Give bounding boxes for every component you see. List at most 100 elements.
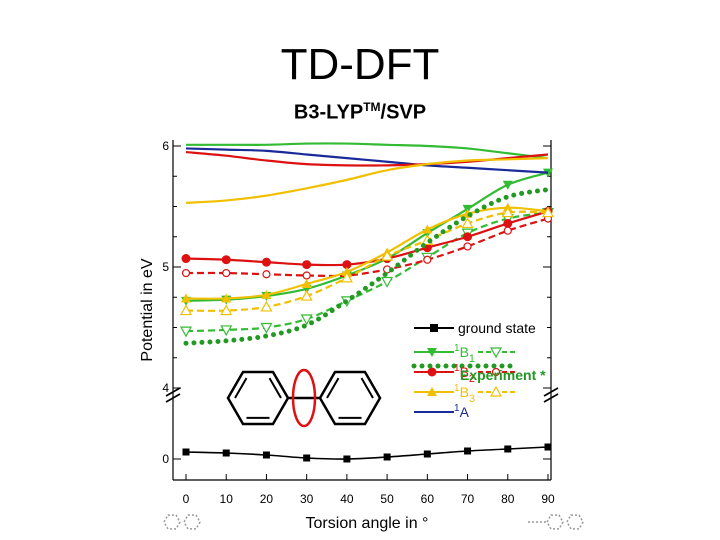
legend-text: 1B1 xyxy=(454,343,475,365)
legend-sup: 1 xyxy=(454,403,460,414)
data-point xyxy=(423,255,432,264)
axis-break-mark xyxy=(543,393,559,403)
x-tick-label: 90 xyxy=(541,492,555,506)
legend-sub: 3 xyxy=(469,393,475,405)
series-line xyxy=(185,210,549,312)
x-tick-label: 30 xyxy=(300,492,314,506)
data-point xyxy=(220,325,233,337)
y-tick-label: 5 xyxy=(162,260,169,274)
data-point xyxy=(181,254,191,264)
data-point xyxy=(427,348,437,357)
data-point xyxy=(501,206,514,218)
x-tick-label: 10 xyxy=(220,492,234,506)
data-point xyxy=(222,268,231,278)
data-point xyxy=(461,217,474,229)
legend-text: 1A xyxy=(454,403,470,420)
data-point xyxy=(504,445,512,453)
data-point xyxy=(341,266,352,276)
corner-molecule-icons xyxy=(163,514,584,530)
legend-base: B xyxy=(460,364,469,380)
data-point xyxy=(221,293,232,303)
data-point xyxy=(342,260,352,270)
data-point xyxy=(343,455,351,463)
data-point xyxy=(179,304,193,316)
double-bond xyxy=(326,377,340,399)
series-line xyxy=(185,157,549,204)
legend-marker xyxy=(430,324,438,332)
data-point xyxy=(262,451,270,459)
data-point xyxy=(302,271,311,280)
chart-title: TD-DFT xyxy=(280,40,440,89)
legend-base: B xyxy=(460,344,469,360)
data-point xyxy=(544,443,552,451)
x-tick-label: 40 xyxy=(340,492,354,506)
x-tick-label: 70 xyxy=(461,492,475,506)
legend-base: A xyxy=(460,404,470,420)
double-bond xyxy=(268,377,282,399)
legend-text: 1B2 xyxy=(454,363,475,385)
data-point xyxy=(181,293,191,303)
data-point xyxy=(260,300,273,312)
benzene-ring xyxy=(318,370,382,426)
series-3 xyxy=(181,206,553,270)
series-11 xyxy=(183,187,551,346)
x-tick-label: 0 xyxy=(183,492,190,506)
data-point xyxy=(502,180,513,190)
biphenyl-molecule-icon xyxy=(226,368,382,428)
data-point xyxy=(182,448,190,456)
mini-ring xyxy=(183,514,201,530)
series-line xyxy=(185,211,549,333)
data-point xyxy=(383,453,391,461)
data-point xyxy=(503,218,513,228)
data-point xyxy=(340,271,353,283)
data-point xyxy=(179,326,193,338)
series-line xyxy=(185,217,549,278)
series-1 xyxy=(181,168,553,306)
y-tick-label: 6 xyxy=(162,139,169,153)
data-point xyxy=(491,367,501,377)
double-bond xyxy=(360,377,374,399)
series-line xyxy=(185,147,549,174)
mini-ring xyxy=(566,514,584,530)
data-point xyxy=(422,224,433,234)
legend-note: Experiment * xyxy=(460,367,546,383)
mini-ring xyxy=(546,514,564,530)
plot-frame xyxy=(165,140,559,481)
legend-sup: 1 xyxy=(454,383,460,394)
data-point xyxy=(543,168,553,178)
data-point xyxy=(541,206,555,218)
data-point xyxy=(463,242,472,251)
x-tick-label: 20 xyxy=(260,492,274,506)
series-line xyxy=(185,206,549,300)
data-point xyxy=(463,232,473,242)
series-group xyxy=(179,142,555,463)
data-point xyxy=(262,270,271,279)
mini-ring xyxy=(163,514,181,530)
data-point xyxy=(260,322,273,334)
legend-sub: 1 xyxy=(469,353,475,365)
legend-sup: 1 xyxy=(454,363,460,374)
series-7 xyxy=(185,147,549,174)
x-tick-label: 60 xyxy=(421,492,435,506)
data-point xyxy=(489,385,503,397)
data-point xyxy=(261,289,272,299)
data-point xyxy=(381,249,394,261)
series-line xyxy=(186,142,549,160)
subtitle-sup: TM xyxy=(363,100,381,114)
data-point xyxy=(427,367,437,377)
series-0 xyxy=(182,443,552,463)
axis-break-mark xyxy=(543,387,559,397)
legend-text: 1B3 xyxy=(454,383,475,405)
data-point xyxy=(221,255,231,265)
data-point xyxy=(300,289,313,301)
y-tick-label: 0 xyxy=(162,452,169,466)
series-line xyxy=(185,446,549,460)
data-point xyxy=(464,447,472,455)
series-line xyxy=(183,187,551,346)
data-point xyxy=(303,454,311,462)
axis-ticks: 0 10 20 30 40 50 60 70 80 90 0 4 5 6 Torsion angle in … xyxy=(139,139,555,532)
legend-sub: 2 xyxy=(469,373,475,385)
data-point xyxy=(181,268,191,278)
data-point xyxy=(503,226,512,235)
